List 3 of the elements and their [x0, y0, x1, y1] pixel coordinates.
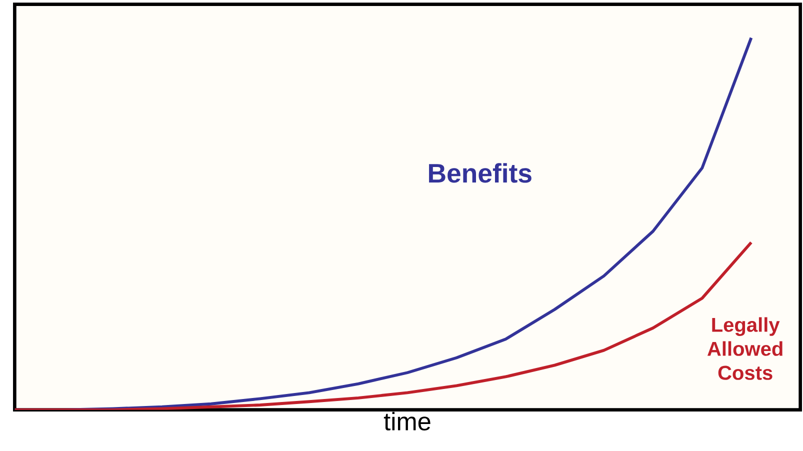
x-axis-title: time: [384, 412, 430, 431]
series-label: Legally Allowed Costs: [707, 317, 782, 380]
text: Benefits: [429, 163, 532, 183]
